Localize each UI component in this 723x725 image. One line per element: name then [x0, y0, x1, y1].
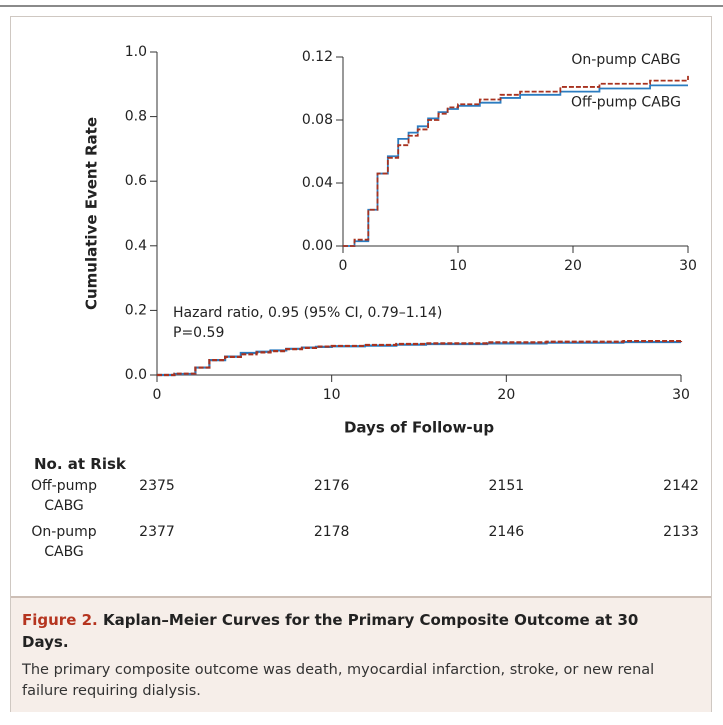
- y-tick-label: 0.8: [125, 109, 147, 125]
- y-tick-label: 0.08: [302, 112, 333, 128]
- risk-count: 2151: [488, 478, 525, 494]
- caption-box: Figure 2. Kaplan–Meier Curves for the Pr…: [11, 596, 711, 712]
- y-tick-label: 0.2: [125, 302, 147, 318]
- y-tick-label: 0.00: [302, 238, 333, 254]
- risk-count: 2133: [663, 524, 699, 540]
- y-tick-label: 0.04: [302, 175, 333, 191]
- risk-count: 2375: [139, 478, 175, 494]
- x-tick-label: 0: [339, 258, 348, 274]
- risk-row-label: On-pump CABG: [31, 524, 97, 560]
- y-tick-label: 0.0: [125, 367, 147, 383]
- x-tick-label: 30: [679, 258, 697, 274]
- x-tick-label: 0: [153, 387, 162, 403]
- risk-count: 2178: [313, 524, 350, 540]
- x-axis-title: Days of Follow-up: [344, 419, 494, 437]
- y-tick-label: 1.0: [125, 44, 147, 60]
- x-tick-label: 10: [323, 387, 341, 403]
- x-tick-label: 30: [672, 387, 690, 403]
- y-tick-label: 0.6: [125, 173, 147, 189]
- risk-count: 2176: [313, 478, 350, 494]
- annotation: P=0.59: [173, 325, 224, 341]
- risk-title: No. at Risk: [34, 455, 126, 473]
- risk-count: 2146: [488, 524, 525, 540]
- x-tick-label: 20: [497, 387, 515, 403]
- km-curve: [157, 339, 683, 377]
- figure-label: Figure 2.: [22, 611, 98, 629]
- caption-title: Kaplan–Meier Curves for the Primary Comp…: [22, 611, 639, 651]
- top-rule: [0, 5, 723, 7]
- x-tick-label: 10: [449, 258, 467, 274]
- km-curve: [157, 340, 681, 377]
- caption-heading: Figure 2. Kaplan–Meier Curves for the Pr…: [22, 609, 662, 653]
- series-label: On-pump CABG: [571, 52, 680, 68]
- risk-row-label: Off-pump CABG: [30, 478, 97, 514]
- y-axis-title: Cumulative Event Rate: [83, 117, 101, 310]
- km-curve: [343, 75, 689, 247]
- chart: 0.0 0.2 0.4 0.6 0.8 1.0 0 10 20 30 Days of Follow-…: [83, 44, 697, 437]
- x-tick-label: 20: [564, 258, 582, 274]
- y-tick-label: 0.4: [125, 238, 147, 254]
- annotation: Hazard ratio, 0.95 (95% CI, 0.79–1.14): [173, 305, 442, 321]
- risk-count: 2377: [139, 524, 175, 540]
- caption-text: The primary composite outcome was death,…: [22, 662, 655, 699]
- series-label: Off-pump CABG: [571, 94, 681, 110]
- y-tick-label: 0.12: [302, 49, 333, 65]
- risk-count: 2142: [663, 478, 699, 494]
